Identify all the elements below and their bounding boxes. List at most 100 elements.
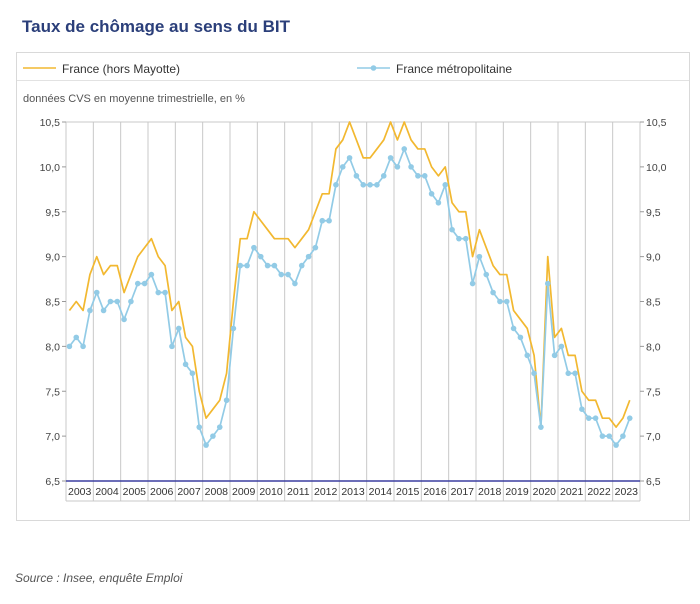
data-point-metro xyxy=(196,424,203,430)
y-tick-label-left: 10,5 xyxy=(40,117,61,129)
y-tick-label-right: 10,0 xyxy=(646,162,667,174)
x-tick-label: 2010 xyxy=(259,486,283,498)
data-point-metro xyxy=(346,155,353,161)
data-point-metro xyxy=(517,334,524,341)
data-point-metro xyxy=(620,433,626,439)
data-point-metro xyxy=(380,173,387,179)
legend: France (hors Mayotte) France métropolita… xyxy=(23,62,512,76)
data-point-metro xyxy=(223,397,230,404)
data-point-metro xyxy=(203,442,209,448)
y-tick-label-left: 8,5 xyxy=(45,297,60,309)
legend-marker-metro xyxy=(370,65,377,71)
data-point-metro xyxy=(579,406,585,413)
data-point-metro xyxy=(251,244,257,251)
grid xyxy=(65,121,641,502)
data-point-metro xyxy=(216,424,223,430)
data-point-metro xyxy=(333,182,339,188)
data-point-metro xyxy=(353,173,360,179)
x-tick-label: 2005 xyxy=(123,486,147,498)
data-point-metro xyxy=(244,262,250,269)
data-point-metro xyxy=(367,182,373,188)
y-tick-label-left: 9,5 xyxy=(45,207,60,219)
data-point-metro xyxy=(558,343,565,350)
x-tick-label: 2003 xyxy=(68,486,92,498)
data-point-metro xyxy=(565,370,572,377)
series-line-france xyxy=(68,121,631,428)
y-tick-label-right: 7,0 xyxy=(646,431,661,443)
data-point-metro xyxy=(87,307,93,314)
data-point-metro xyxy=(572,370,578,377)
data-point-metro xyxy=(394,164,401,170)
data-point-metro xyxy=(264,262,271,269)
data-point-metro xyxy=(428,191,435,197)
data-point-metro xyxy=(121,316,127,323)
y-tick-label-right: 8,0 xyxy=(646,341,661,353)
data-point-metro xyxy=(114,298,121,305)
data-point-metro xyxy=(435,199,442,206)
data-point-metro xyxy=(626,415,633,421)
data-point-metro xyxy=(73,334,80,341)
data-point-metro xyxy=(510,325,517,332)
data-point-metro xyxy=(305,253,312,260)
data-point-metro xyxy=(490,289,496,296)
data-point-metro xyxy=(169,343,175,350)
chart-title: Taux de chômage au sens du BIT xyxy=(22,17,290,36)
x-tick-label: 2019 xyxy=(505,486,529,498)
data-point-metro xyxy=(148,271,155,278)
data-point-metro xyxy=(162,289,168,296)
data-point-metro xyxy=(271,262,278,269)
data-point-metro xyxy=(292,280,298,287)
x-tick-label: 2011 xyxy=(287,486,310,498)
y-tick-label-left: 7,0 xyxy=(45,431,60,443)
data-point-metro xyxy=(585,415,592,421)
y-tick-label-right: 9,0 xyxy=(646,252,661,264)
x-tick-label: 2014 xyxy=(369,486,393,498)
x-tick-label: 2013 xyxy=(341,486,365,498)
data-point-metro xyxy=(210,433,216,439)
data-point-metro xyxy=(592,415,599,421)
x-tick-label: 2017 xyxy=(451,486,475,498)
data-point-metro xyxy=(544,280,551,287)
y-tick-label-right: 9,5 xyxy=(646,207,661,219)
data-point-metro xyxy=(360,182,367,188)
data-point-metro xyxy=(230,325,237,332)
data-point-metro xyxy=(339,164,346,170)
data-point-metro xyxy=(257,253,264,260)
data-point-metro xyxy=(415,173,421,179)
y-tick-label-left: 6,5 xyxy=(45,476,60,488)
y-tick-label-left: 9,0 xyxy=(45,252,60,264)
data-point-metro xyxy=(128,298,134,305)
x-tick-label: 2004 xyxy=(95,486,119,498)
data-point-metro xyxy=(456,235,462,242)
chart-panel: France (hors Mayotte) France métropolita… xyxy=(16,52,690,521)
legend-label-metro: France métropolitaine xyxy=(396,62,512,76)
data-point-metro xyxy=(497,298,503,305)
y-tick-label-left: 7,5 xyxy=(45,386,60,398)
data-point-metro xyxy=(524,352,531,359)
x-tick-label: 2015 xyxy=(396,486,420,498)
y-tick-label-right: 10,5 xyxy=(646,117,667,129)
data-point-metro xyxy=(237,262,244,269)
y-tick-label-right: 8,5 xyxy=(646,297,661,309)
x-tick-label: 2020 xyxy=(533,486,557,498)
legend-label-france: France (hors Mayotte) xyxy=(62,62,180,76)
data-point-metro xyxy=(155,289,162,296)
x-tick-label: 2016 xyxy=(423,486,447,498)
data-point-metro xyxy=(134,280,141,287)
x-tick-label: 2009 xyxy=(232,486,256,498)
data-point-metro xyxy=(326,217,332,224)
data-point-metro xyxy=(449,226,455,233)
data-point-metro xyxy=(387,155,394,161)
x-tick-label: 2008 xyxy=(205,486,229,498)
data-point-metro xyxy=(298,262,305,269)
data-point-metro xyxy=(599,433,606,439)
source-note: Source : Insee, enquête Emploi xyxy=(15,571,183,585)
data-point-metro xyxy=(408,164,414,170)
series xyxy=(66,121,633,448)
data-point-metro xyxy=(483,271,490,278)
data-point-metro xyxy=(100,307,107,314)
axes: 6,5 6,5 7,0 7,0 7,5 7,5 8,0 8,0 8,5 8,5 9,0 9,0 9,5 9… xyxy=(40,117,667,498)
data-point-metro xyxy=(141,280,148,287)
chart-subtitle: données CVS en moyenne trimestrielle, en… xyxy=(23,93,245,105)
data-point-metro xyxy=(551,352,558,359)
